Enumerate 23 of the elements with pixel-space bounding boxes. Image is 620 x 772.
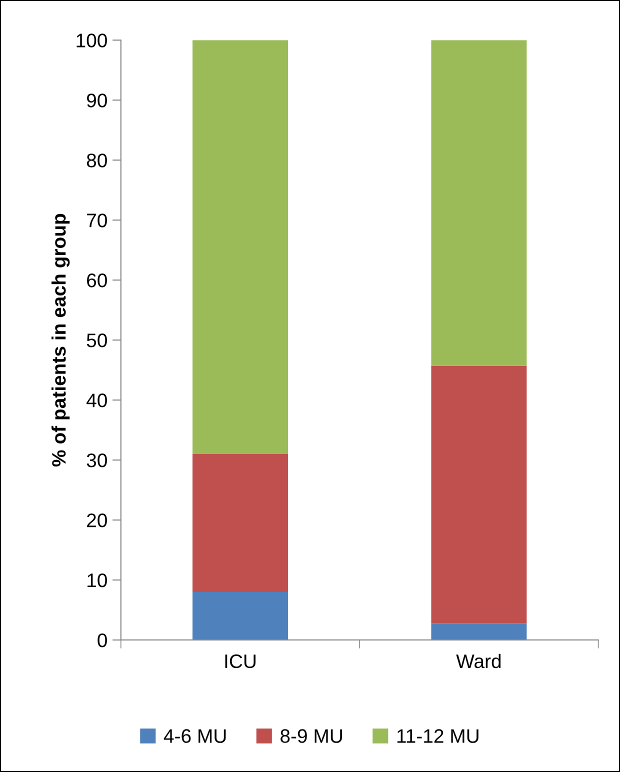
legend-label: 4-6 MU <box>164 729 226 743</box>
bar <box>192 592 288 640</box>
bar <box>192 40 288 454</box>
x-tick-label: Ward <box>456 654 501 668</box>
x-tick-label: ICU <box>225 654 256 668</box>
bar <box>431 40 527 366</box>
y-axis-title: % of patients in each group <box>52 214 70 467</box>
y-tick-label: 70 <box>87 214 107 228</box>
legend-label: 8-9 MU <box>280 729 342 743</box>
y-tick-label: 10 <box>88 573 107 588</box>
bar <box>192 454 288 592</box>
y-tick-label: 30 <box>86 454 107 468</box>
y-tick-label: 80 <box>86 154 107 168</box>
y-tick-label: 50 <box>86 334 107 348</box>
y-tick-label: 40 <box>86 394 107 408</box>
y-tick-label: 100 <box>76 34 107 48</box>
legend-label: 11-12 MU <box>397 729 478 743</box>
y-tick-label: 90 <box>86 94 107 108</box>
y-tick-label: 20 <box>87 513 107 528</box>
bar <box>431 366 527 624</box>
bar <box>431 623 527 640</box>
y-tick-label: 60 <box>87 274 107 288</box>
y-tick-label: 0 <box>98 633 107 648</box>
